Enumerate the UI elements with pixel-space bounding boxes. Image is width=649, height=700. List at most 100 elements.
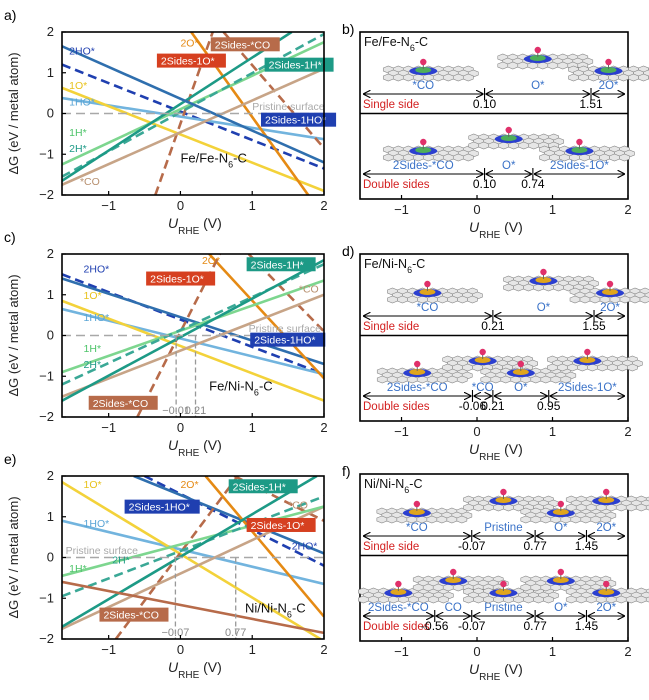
molecule-structure [376, 360, 473, 384]
scheme-row-label: Double sides [363, 179, 430, 191]
series-label: 2O* [202, 255, 220, 267]
label-box [228, 479, 298, 494]
x-tick-label: 2 [320, 420, 327, 435]
graphene-ring [600, 515, 612, 524]
x-tick-label: 0 [473, 202, 480, 217]
series-label: 1H* [69, 563, 87, 575]
series-line [62, 580, 324, 635]
y-axis-label: ΔG (eV / metal atom) [6, 52, 21, 174]
x-axis-subscript: RHE [178, 226, 199, 237]
species-label: Pristine [484, 602, 522, 614]
graphene-ring [645, 504, 649, 511]
series-label: *CO [288, 500, 308, 512]
y-axis-label: ΔG (eV / metal atom) [6, 496, 21, 618]
chart-title: Fe/Fe-N6-C [180, 150, 246, 169]
x-tick-label: 1 [249, 420, 256, 435]
series-label: 2Sides-1H* [233, 481, 286, 493]
adsorbate-atom [540, 268, 547, 276]
title-tail: -C [292, 601, 306, 616]
metal-site [552, 509, 569, 515]
threshold-value: 0.74 [521, 177, 545, 191]
title-subscript: 6 [410, 43, 415, 53]
title-subscript: 6 [404, 485, 409, 495]
graphene-ring [560, 375, 572, 384]
species-label: 2O* [600, 302, 620, 314]
y-tick-label: 2 [47, 24, 54, 39]
graphene-ring [462, 73, 474, 82]
graphene-ring [456, 375, 468, 384]
threshold-value: 1.51 [579, 97, 603, 111]
series-label: 2HO* [69, 45, 95, 57]
graphene-ring [543, 595, 554, 604]
series-line [62, 481, 322, 639]
y-tick-label: 2 [47, 246, 54, 261]
adsorbate-atom [414, 360, 421, 368]
adsorbate-atom [505, 126, 512, 134]
series-line [62, 45, 324, 164]
adsorbate-atom [603, 580, 610, 588]
y-tick-label: −2 [39, 187, 54, 202]
label-box [264, 57, 334, 72]
chart-panel-c: −0.010.21 2HO* 1O* 1HO* 1H* 2H* 2O* 2Sides-1O* 2… [4, 229, 328, 459]
adsorbate-atom [606, 280, 614, 288]
series-label: 2Sides-1O* [251, 520, 305, 532]
series-label: 2Sides-1HO* [265, 115, 326, 127]
adsorbate-atom [557, 500, 565, 508]
metal-site [598, 589, 615, 595]
series-line [62, 279, 324, 374]
metal-site [579, 357, 596, 363]
graphene-ring [627, 363, 638, 372]
series-label: 1H* [84, 343, 102, 355]
y-tick-label: −1 [39, 590, 54, 605]
threshold-value: 1.45 [575, 539, 599, 553]
title-subscript: 6 [228, 159, 233, 169]
series-line [143, 476, 324, 567]
series-line [62, 258, 324, 402]
metal-site [474, 357, 491, 363]
metal-site [529, 55, 546, 61]
metal-site [495, 589, 512, 595]
metal-site [600, 67, 617, 73]
adsorbate-atom [420, 58, 427, 66]
series-line [62, 32, 293, 182]
x-axis-label: URHE (V) [469, 441, 523, 463]
y-tick-label: 2 [47, 468, 54, 483]
x-axis-subscript: RHE [178, 448, 199, 459]
series-label: 2H* [84, 359, 102, 371]
x-tick-label: 0 [473, 424, 480, 439]
y-tick-label: −1 [39, 146, 54, 161]
x-axis-unit: (V) [199, 659, 222, 675]
x-axis-unit: (V) [500, 661, 523, 677]
series-label: 2Sides-*CO [215, 39, 270, 51]
molecule-structure [463, 580, 559, 604]
threshold-value: -0.06 [459, 399, 487, 413]
species-label: *CO [412, 80, 434, 92]
scheme-row-label: Single side [363, 99, 419, 111]
series-label: 1O* [69, 80, 87, 92]
series-label: Pristine surface [66, 545, 139, 557]
x-axis-label: URHE (V) [469, 661, 523, 683]
molecule-structure [547, 348, 643, 372]
x-tick-label: −1 [394, 644, 409, 659]
x-tick-label: 0 [177, 642, 184, 657]
x-tick-label: 2 [624, 644, 631, 659]
molecule-structure [565, 488, 649, 512]
scheme-row-label: Double sides [363, 401, 430, 413]
species-label: *CO [417, 302, 439, 314]
x-tick-label: 0 [177, 420, 184, 435]
species-label: CO [445, 602, 462, 614]
series-label: Pristine surface [252, 101, 325, 113]
x-tick-label: 1 [249, 198, 256, 213]
series-line [62, 293, 324, 398]
chart-panel-e: −0.07 0.77 1O* 1HO* 1H* 2H* 2O* 2Sides-1HO* 2Sid… [4, 451, 328, 681]
x-axis-unit: (V) [199, 437, 222, 453]
series-label: 2Sides-1H* [251, 259, 304, 271]
series-label: Pristine surface [249, 323, 322, 335]
chart-title: Fe/Ni-N6-C [209, 379, 273, 398]
metal-site [571, 147, 588, 153]
y-tick-label: 1 [47, 287, 54, 302]
x-axis-unit: (V) [500, 219, 523, 235]
label-box [260, 112, 337, 127]
